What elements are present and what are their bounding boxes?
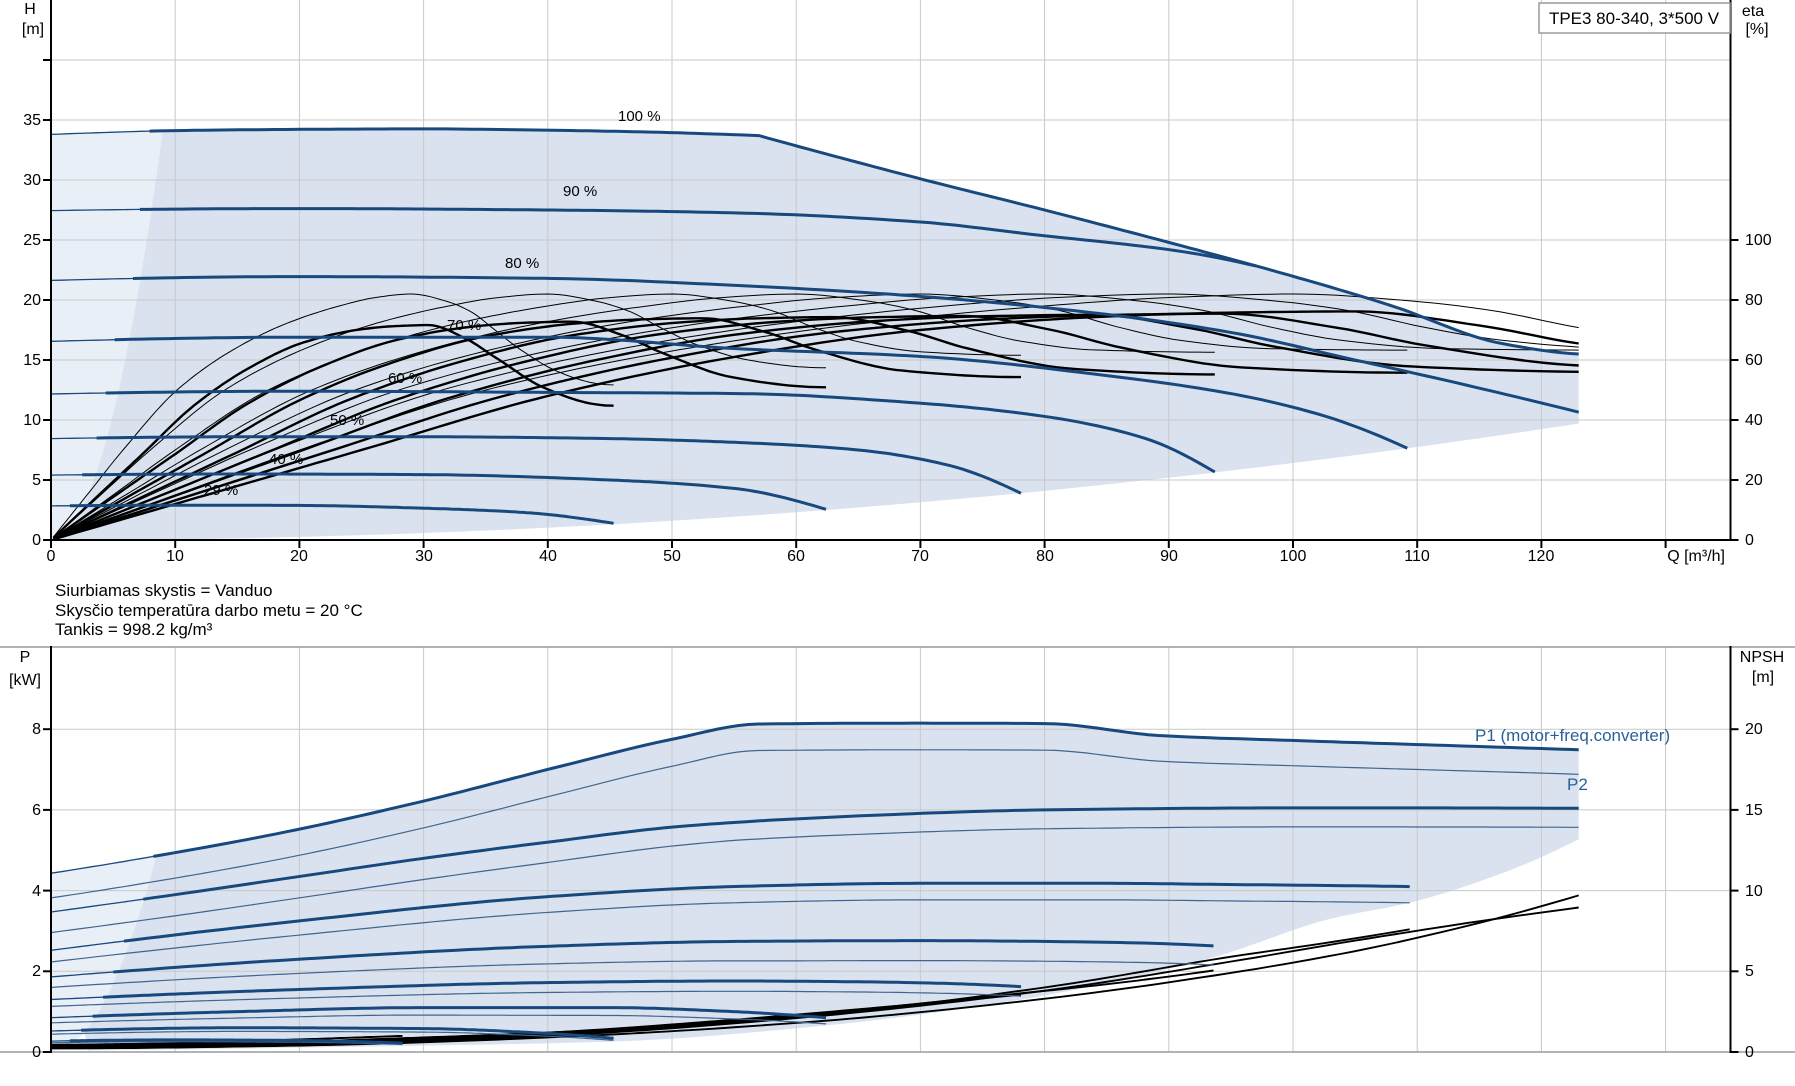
svg-text:0: 0 [32, 532, 41, 549]
svg-text:Tankis = 998.2 kg/m³: Tankis = 998.2 kg/m³ [55, 620, 213, 639]
svg-text:Q [m³/h]: Q [m³/h] [1667, 548, 1725, 565]
svg-text:20: 20 [1745, 721, 1763, 738]
svg-text:eta: eta [1742, 3, 1764, 20]
svg-text:100 %: 100 % [618, 108, 661, 125]
svg-text:25: 25 [23, 232, 41, 249]
svg-text:100: 100 [1745, 232, 1772, 249]
svg-text:10: 10 [23, 412, 41, 429]
svg-text:60: 60 [787, 548, 805, 565]
svg-text:70 %: 70 % [447, 317, 481, 334]
svg-text:80: 80 [1036, 548, 1054, 565]
svg-text:40 %: 40 % [269, 451, 303, 468]
svg-text:50: 50 [663, 548, 681, 565]
svg-text:20: 20 [23, 292, 41, 309]
svg-text:P2: P2 [1567, 775, 1588, 794]
svg-text:70: 70 [911, 548, 929, 565]
svg-text:20: 20 [1745, 472, 1763, 489]
svg-text:29 %: 29 % [204, 482, 238, 499]
svg-text:TPE3 80-340, 3*500 V: TPE3 80-340, 3*500 V [1549, 9, 1720, 28]
svg-text:35: 35 [23, 112, 41, 129]
svg-text:110: 110 [1404, 548, 1430, 565]
svg-text:60 %: 60 % [388, 370, 422, 387]
svg-text:100: 100 [1280, 548, 1307, 565]
svg-text:0: 0 [47, 548, 56, 565]
svg-text:40: 40 [1745, 412, 1763, 429]
svg-text:15: 15 [1745, 802, 1763, 819]
svg-text:0: 0 [1745, 1044, 1754, 1061]
svg-text:50 %: 50 % [330, 412, 364, 429]
svg-text:5: 5 [32, 472, 41, 489]
svg-text:120: 120 [1528, 548, 1555, 565]
svg-text:2: 2 [32, 963, 41, 980]
svg-text:80: 80 [1745, 292, 1763, 309]
svg-text:8: 8 [32, 721, 41, 738]
svg-text:[m]: [m] [1752, 669, 1774, 686]
svg-text:6: 6 [32, 802, 41, 819]
svg-text:15: 15 [23, 352, 41, 369]
svg-text:NPSH: NPSH [1740, 649, 1784, 666]
svg-text:10: 10 [1745, 883, 1763, 900]
svg-text:90: 90 [1160, 548, 1178, 565]
svg-text:0: 0 [1745, 532, 1754, 549]
svg-text:30: 30 [415, 548, 433, 565]
svg-text:0: 0 [32, 1044, 41, 1061]
svg-text:H: H [24, 1, 36, 18]
svg-text:[kW]: [kW] [9, 672, 41, 689]
svg-text:20: 20 [290, 548, 308, 565]
svg-text:[m]: [m] [22, 21, 44, 38]
svg-text:P1 (motor+freq.converter): P1 (motor+freq.converter) [1475, 726, 1670, 745]
svg-text:40: 40 [539, 548, 557, 565]
svg-text:60: 60 [1745, 352, 1763, 369]
svg-text:[%]: [%] [1745, 21, 1768, 38]
svg-text:P: P [20, 649, 31, 666]
svg-text:Skysčio temperatūra darbo metu: Skysčio temperatūra darbo metu = 20 °C [55, 601, 363, 620]
svg-text:80 %: 80 % [505, 255, 539, 272]
svg-text:4: 4 [32, 883, 41, 900]
svg-text:10: 10 [166, 548, 184, 565]
svg-text:Siurbiamas skystis = Vanduo: Siurbiamas skystis = Vanduo [55, 581, 272, 600]
svg-text:5: 5 [1745, 963, 1754, 980]
svg-text:90 %: 90 % [563, 183, 597, 200]
svg-text:30: 30 [23, 172, 41, 189]
